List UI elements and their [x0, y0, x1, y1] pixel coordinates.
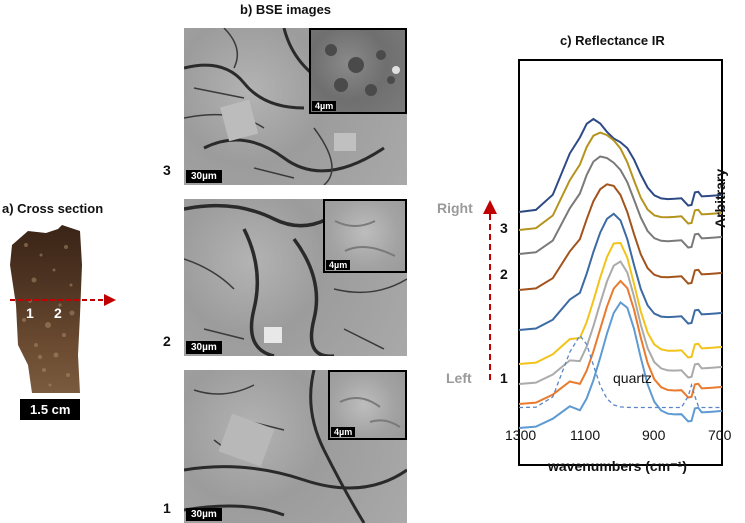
- bse-image-1: 4µm 30µm: [184, 370, 407, 523]
- x-axis-label: wavenumbers (cm⁻¹): [548, 458, 687, 474]
- ir-spectrum-line-7: [518, 260, 723, 385]
- bse-label-2: 2: [163, 333, 171, 349]
- x-tick-900: 900: [642, 427, 666, 443]
- left-label: Left: [446, 370, 472, 386]
- bse-inset-2: 4µm: [323, 199, 407, 273]
- plot-frame: [518, 59, 723, 466]
- x-tick-700: 700: [708, 427, 732, 443]
- position-label-1: 1: [26, 305, 34, 321]
- bse-inset-1: 4µm: [328, 370, 407, 440]
- bse-scale-1: 30µm: [186, 508, 222, 521]
- ir-group-label-1: 1: [500, 370, 508, 386]
- section-line-arrow: [10, 294, 116, 306]
- bse-scale-2: 30µm: [186, 341, 222, 354]
- panel-c-title: c) Reflectance IR: [560, 33, 665, 48]
- ir-spectrum-line-4: [518, 183, 723, 291]
- ir-spectrum-line-1: [518, 117, 723, 213]
- y-axis-label: Arbitrary: [712, 168, 728, 228]
- x-tick-1100: 1100: [570, 427, 601, 443]
- ir-spectra-chart: [518, 59, 723, 466]
- bse-inset-scale-3: 4µm: [312, 101, 337, 111]
- position-label-3: 3: [80, 305, 88, 321]
- ir-spectrum-line-3: [518, 155, 723, 255]
- bse-image-3: 4µm 30µm: [184, 28, 407, 185]
- bse-label-1: 1: [163, 500, 171, 516]
- position-label-2: 2: [54, 305, 62, 321]
- panel-b-title: b) BSE images: [240, 2, 332, 17]
- bse-inset-scale-2: 4µm: [326, 260, 351, 270]
- ir-spectrum-line-5: [518, 212, 723, 331]
- ir-group-label-3: 3: [500, 220, 508, 236]
- bse-inset-3: 4µm: [309, 28, 407, 114]
- left-to-right-arrow: [483, 200, 497, 384]
- ir-spectrum-line-6: [518, 241, 723, 365]
- cross-section-specimen: [6, 225, 86, 395]
- ir-spectrum-line-8: [518, 279, 723, 405]
- bse-image-2: 4µm 30µm: [184, 199, 407, 356]
- x-tick-1300: 1300: [505, 427, 537, 443]
- quartz-reference-line: [518, 334, 722, 409]
- quartz-label: quartz: [613, 370, 652, 386]
- bse-scale-3: 30µm: [186, 170, 222, 183]
- bse-label-3: 3: [163, 162, 171, 178]
- ir-spectrum-line-9: [518, 301, 723, 429]
- specimen-scale-bar: 1.5 cm: [20, 399, 81, 420]
- ir-group-label-2: 2: [500, 266, 508, 282]
- bse-inset-scale-1: 4µm: [331, 427, 356, 437]
- right-label: Right: [437, 200, 473, 216]
- panel-a-title: a) Cross section: [2, 201, 104, 216]
- ir-spectrum-line-2: [518, 131, 723, 231]
